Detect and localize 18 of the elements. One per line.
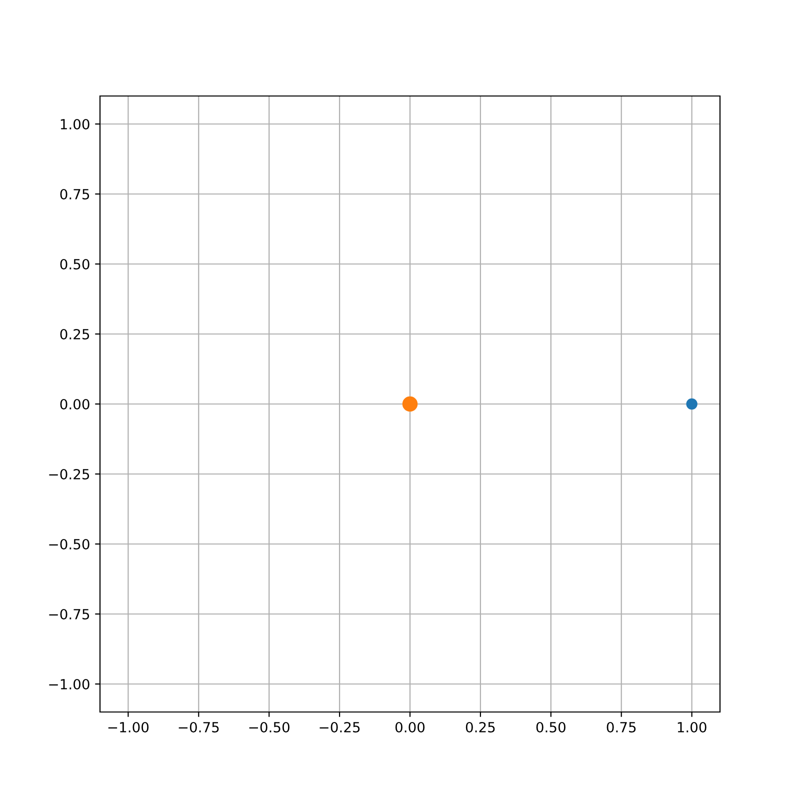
y-tick-label: 1.00 [60, 118, 90, 130]
y-tick-label: 0.50 [60, 258, 90, 270]
x-tick-label: −0.75 [178, 722, 219, 732]
y-tick-label: −0.50 [49, 538, 90, 550]
x-tick-label: 1.00 [678, 722, 706, 732]
x-tick-label: −0.50 [249, 722, 290, 732]
y-tick-label: −1.00 [49, 678, 90, 690]
x-tick-label: 0.25 [466, 722, 495, 732]
y-tick-label: 0.25 [60, 328, 90, 340]
y-tick-label: 0.00 [60, 398, 90, 410]
x-tick-label: 0.75 [606, 722, 636, 732]
y-tick-label: −0.75 [49, 608, 90, 620]
x-tick-label: −0.25 [320, 722, 360, 732]
x-tick-label: 0.00 [395, 722, 425, 732]
x-tick-label: −1.00 [108, 722, 149, 732]
x-tick-label: 0.50 [536, 722, 566, 732]
y-tick-label: −0.25 [49, 468, 90, 480]
y-tick-label: 0.75 [60, 188, 90, 200]
